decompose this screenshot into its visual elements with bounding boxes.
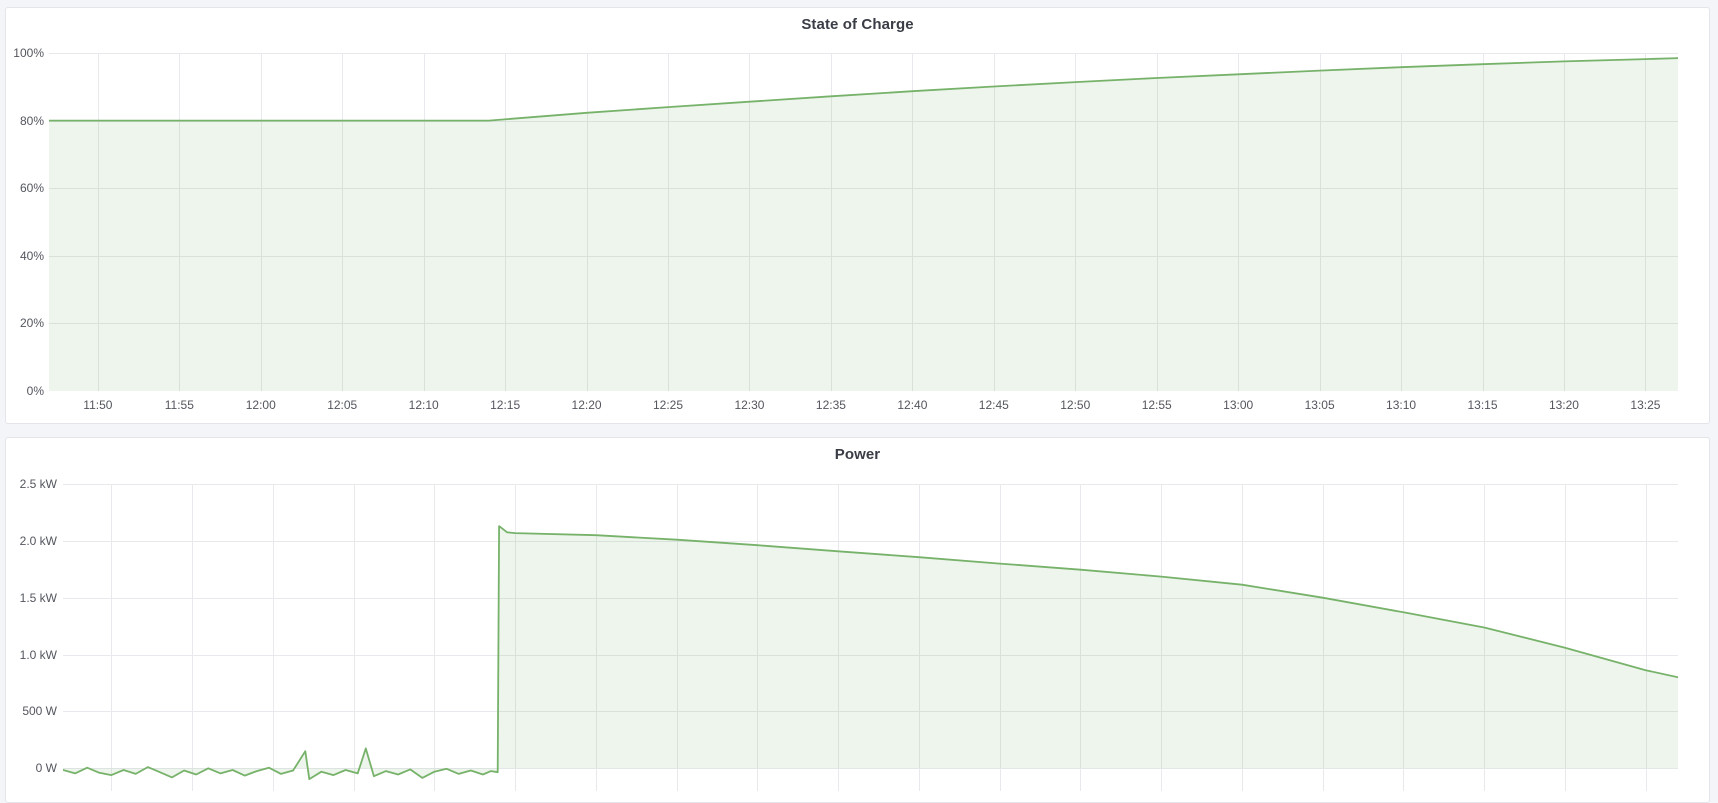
panel-title-state-of-charge[interactable]: State of Charge xyxy=(801,16,914,33)
x-tick-label: 13:25 xyxy=(1630,398,1661,412)
x-tick-label: 13:20 xyxy=(1548,398,1579,412)
x-tick-label: 12:05 xyxy=(327,398,358,412)
x-tick-label: 12:50 xyxy=(1060,398,1091,412)
series-area xyxy=(63,526,1678,780)
x-tick-label: 13:10 xyxy=(1386,398,1417,412)
series-area xyxy=(49,58,1678,391)
y-tick-label: 1.0 kW xyxy=(19,647,57,662)
y-tick-label: 2.0 kW xyxy=(19,533,57,548)
soc-plot-area[interactable] xyxy=(49,53,1678,391)
chart-canvas[interactable] xyxy=(49,53,1678,391)
power-plot-area[interactable] xyxy=(63,484,1678,791)
x-tick-label: 13:15 xyxy=(1467,398,1498,412)
series-line xyxy=(63,525,1678,780)
y-tick-label: 100% xyxy=(13,46,44,60)
x-tick-label: 12:30 xyxy=(734,398,765,412)
x-tick-label: 11:55 xyxy=(164,398,194,412)
y-tick-label: 80% xyxy=(19,113,44,128)
panel-state-of-charge: State of Charge 0% 20% 40% 60% 80% 100% 11:50… xyxy=(5,7,1710,424)
y-tick-label: 1.5 kW xyxy=(19,590,57,605)
chart-canvas[interactable] xyxy=(63,484,1678,791)
panel-power: Power 0 W 500 W 1.0 kW 1.5 kW 2.0 kW 2.5 kW xyxy=(5,437,1710,803)
y-tick-label: 40% xyxy=(19,248,44,263)
y-tick-label: 0% xyxy=(26,384,44,398)
x-tick-label: 12:15 xyxy=(490,398,521,412)
y-tick-label: 2.5 kW xyxy=(19,477,57,491)
x-tick-label: 13:00 xyxy=(1223,398,1254,412)
y-tick-label: 20% xyxy=(19,316,44,331)
x-tick-label: 12:35 xyxy=(815,398,846,412)
x-tick-label: 13:05 xyxy=(1304,398,1335,412)
x-tick-label: 12:55 xyxy=(1141,398,1172,412)
x-tick-label: 12:10 xyxy=(408,398,439,412)
x-tick-label: 12:45 xyxy=(978,398,1009,412)
x-tick-label: 11:50 xyxy=(83,398,113,412)
series-line xyxy=(49,57,1678,122)
y-tick-label: 500 W xyxy=(22,704,57,719)
x-tick-label: 12:25 xyxy=(653,398,684,412)
panel-title-power[interactable]: Power xyxy=(834,446,881,463)
x-tick-label: 12:00 xyxy=(245,398,276,412)
y-tick-label: 60% xyxy=(19,181,44,196)
x-tick-label: 12:20 xyxy=(571,398,602,412)
x-tick-label: 12:40 xyxy=(897,398,928,412)
y-tick-label: 0 W xyxy=(35,761,57,776)
